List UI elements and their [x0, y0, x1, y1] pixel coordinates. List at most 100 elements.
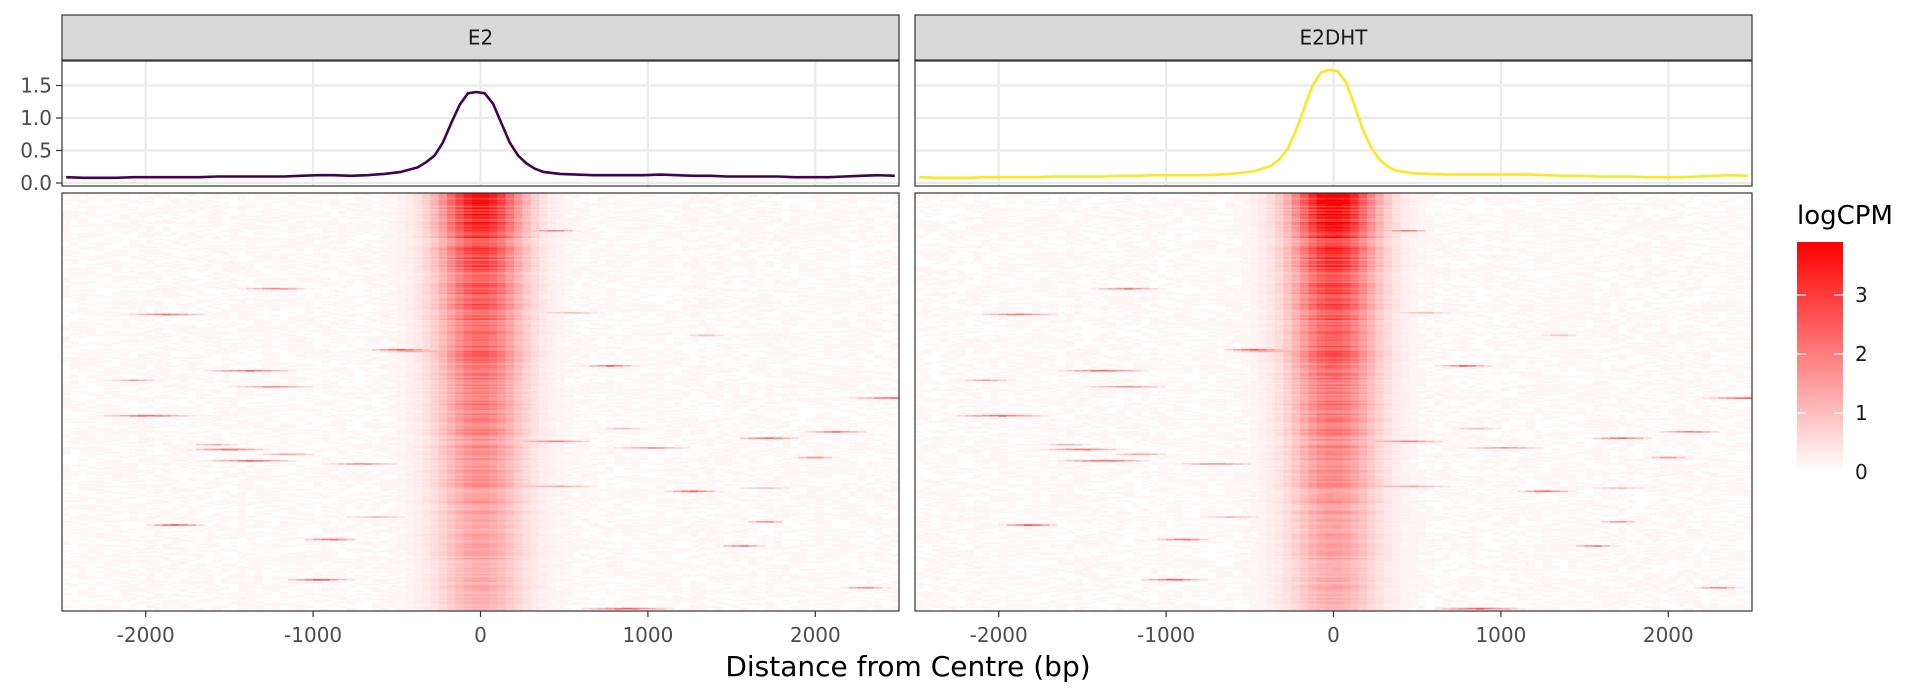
heatmap-cell [564, 262, 573, 265]
heatmap-cell [296, 260, 306, 263]
heatmap-cell [656, 221, 666, 224]
heatmap-cell [748, 260, 758, 263]
heatmap-cell [371, 213, 381, 216]
heatmap-cell [304, 254, 314, 256]
heatmap-cell [748, 258, 758, 261]
heatmap-cell [873, 308, 883, 311]
heatmap-cell [296, 268, 306, 271]
heatmap-cell [480, 244, 490, 247]
heatmap-cell [62, 289, 71, 292]
heatmap-cell [606, 252, 615, 255]
heatmap-cell [497, 254, 507, 256]
heatmap-cell [380, 262, 389, 265]
heatmap-cell [806, 270, 816, 273]
heatmap-cell [698, 294, 707, 297]
heatmap-cell [438, 238, 448, 240]
heatmap-cell [287, 242, 297, 245]
heatmap-cell [790, 210, 799, 213]
heatmap-cell [371, 210, 381, 213]
heatmap-cell [187, 254, 197, 256]
heatmap-cell [488, 252, 498, 255]
heatmap-cell [706, 297, 716, 300]
heatmap-cell [329, 194, 339, 197]
heatmap-cell [539, 265, 548, 268]
heatmap-cell [647, 239, 657, 242]
heatmap-cell [480, 252, 490, 255]
heatmap-cell [421, 207, 431, 210]
heatmap-cell [580, 283, 590, 285]
heatmap-cell [631, 239, 640, 242]
heatmap-cell [145, 291, 155, 293]
heatmap-cell [488, 229, 498, 232]
heatmap-cell [380, 286, 389, 289]
heatmap-cell [547, 199, 557, 202]
heatmap-cell [472, 252, 481, 255]
heatmap-cell [279, 273, 289, 276]
heatmap-cell [848, 217, 858, 220]
heatmap-cell [580, 217, 590, 220]
heatmap-cell [120, 307, 130, 310]
heatmap-cell [706, 276, 716, 279]
heatmap-cell [748, 300, 758, 303]
heatmap-cell [421, 199, 431, 202]
heatmap-cell [87, 213, 96, 216]
heatmap-cell [497, 233, 507, 236]
heatmap-cell [396, 226, 406, 229]
heatmap-cell [405, 247, 414, 250]
heatmap-cell [271, 215, 281, 218]
heatmap-cell [430, 252, 440, 255]
heatmap-cell [413, 202, 423, 205]
heatmap-cell [589, 242, 599, 245]
heatmap-cell [438, 233, 448, 236]
heatmap-cell [237, 197, 247, 200]
heatmap-cell [430, 209, 440, 211]
heatmap-cell [731, 254, 741, 256]
heatmap-cell [112, 252, 121, 255]
heatmap-cell [438, 284, 448, 287]
heatmap-cell [631, 193, 640, 195]
heatmap-cell [405, 220, 414, 223]
heatmap-cell [647, 210, 657, 213]
heatmap-cell [338, 242, 347, 245]
heatmap-cell [120, 254, 130, 256]
heatmap-cell [555, 271, 565, 274]
heatmap-cell [647, 268, 657, 271]
heatmap-cell [354, 305, 364, 308]
heatmap-cell [614, 257, 624, 260]
heatmap-cell [580, 289, 590, 292]
heatmap-cell [313, 274, 322, 277]
heatmap-cell [78, 220, 88, 223]
heatmap-cell [530, 289, 540, 292]
heatmap-cell [304, 218, 314, 221]
heatmap-cell [413, 268, 423, 271]
heatmap-cell [62, 223, 71, 226]
heatmap-cell [513, 278, 523, 281]
heatmap-cell [204, 265, 214, 268]
heatmap-cell [421, 257, 431, 260]
heatmap-cell [848, 197, 858, 200]
heatmap-cell [723, 320, 732, 322]
heatmap-cell [865, 229, 875, 232]
heatmap-cell [631, 289, 640, 292]
heatmap-cell [438, 291, 448, 293]
heatmap-cell [832, 278, 841, 281]
heatmap-cell [555, 257, 565, 260]
heatmap-cell [296, 229, 306, 232]
heatmap-cell [187, 249, 197, 252]
heatmap-cell [438, 201, 448, 203]
heatmap-cell [689, 197, 699, 200]
heatmap-cell [622, 263, 632, 266]
heatmap-cell [413, 249, 423, 252]
heatmap-cell [547, 257, 557, 260]
heatmap-cell [622, 289, 632, 292]
heatmap-cell [848, 229, 858, 232]
heatmap-cell [279, 199, 289, 202]
heatmap-cell [882, 266, 892, 269]
heatmap-cell [338, 271, 347, 274]
heatmap-cell [463, 258, 473, 261]
heatmap-cell [555, 225, 565, 228]
heatmap-cell [806, 289, 816, 292]
heatmap-cell [606, 239, 615, 242]
heatmap-cell [522, 209, 532, 211]
heatmap-cell [120, 246, 130, 248]
